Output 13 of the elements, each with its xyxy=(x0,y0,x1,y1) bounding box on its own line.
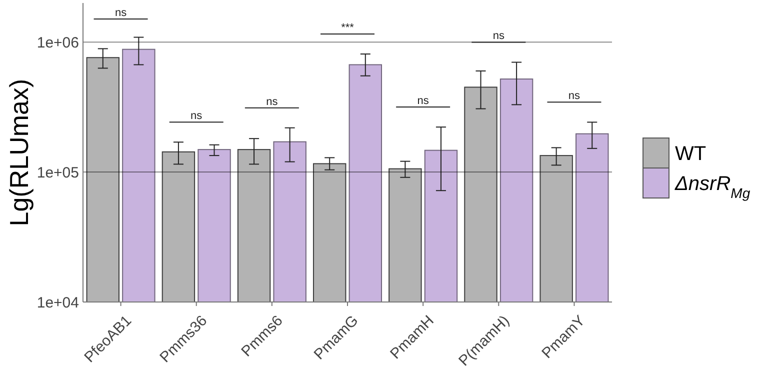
annotation: ns xyxy=(190,110,203,122)
annotation: ns xyxy=(266,96,278,108)
legend-label: ΔnsrR$_{Mg}$ xyxy=(674,173,750,201)
y-tick-label: 1e+06 xyxy=(36,34,79,52)
annotation: ns xyxy=(417,95,430,108)
annotation: ns xyxy=(492,30,505,42)
y-tick-label: 1e+04 xyxy=(36,294,79,312)
y-axis-title: Lg(RLUmax) xyxy=(4,78,34,226)
legend-label: WT xyxy=(675,143,706,165)
annotation: ns xyxy=(568,90,581,102)
y-tick-label: 1e+05 xyxy=(36,164,79,182)
annotation: ns xyxy=(114,7,128,19)
annotation: *** xyxy=(341,22,355,34)
